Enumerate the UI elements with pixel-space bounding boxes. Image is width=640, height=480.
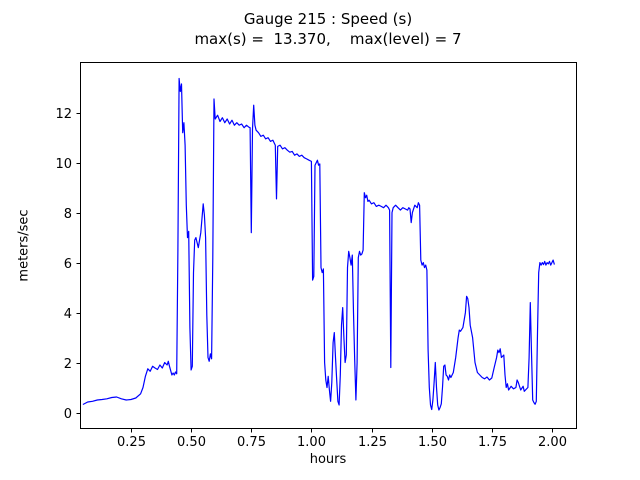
axes-frame <box>80 62 577 429</box>
x-tick-label: 0.75 <box>237 435 266 450</box>
speed-line <box>82 77 555 411</box>
x-tick-label: 0.25 <box>117 435 146 450</box>
chart-title: Gauge 215 : Speed (s) <box>243 10 413 28</box>
y-tick-label: 2 <box>64 357 72 372</box>
y-tick-label: 8 <box>64 207 72 222</box>
y-tick-label: 12 <box>55 107 72 122</box>
x-tick-label: 0.50 <box>177 435 206 450</box>
y-tick-label: 6 <box>64 257 72 272</box>
x-axis-label: hours <box>309 452 347 467</box>
y-tick-label: 0 <box>64 407 72 422</box>
x-tick-label: 1.00 <box>297 435 326 450</box>
x-tick-label: 1.50 <box>418 435 447 450</box>
x-tick-label: 2.00 <box>538 435 567 450</box>
x-tick-label: 1.25 <box>358 435 387 450</box>
chart-subtitle: max(s) = 13.370, max(level) = 7 <box>194 30 462 48</box>
y-axis-label: meters/sec <box>16 209 32 282</box>
x-tick-label: 1.75 <box>478 435 507 450</box>
y-tick-label: 10 <box>55 157 72 172</box>
y-tick-label: 4 <box>64 307 72 322</box>
